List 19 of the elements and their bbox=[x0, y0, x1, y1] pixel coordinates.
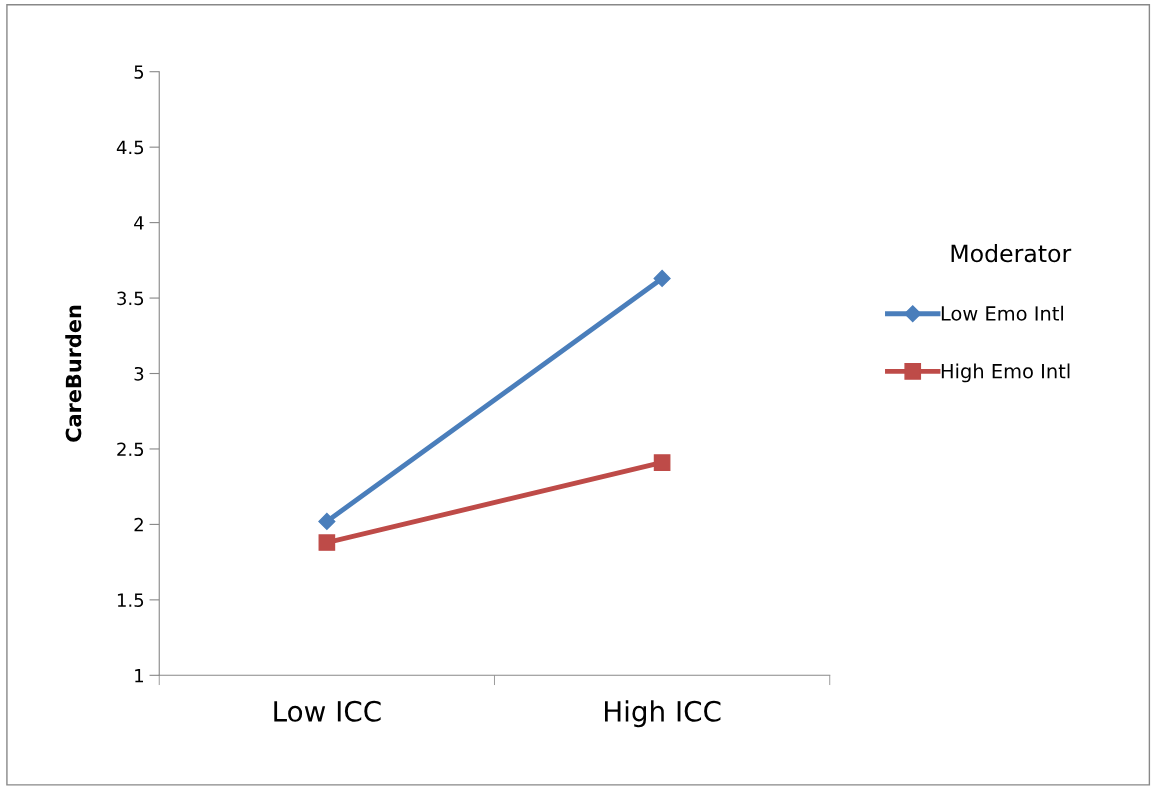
point bbox=[653, 269, 671, 287]
y-tick-label: 1.5 bbox=[117, 593, 144, 607]
legend-label: Low Emo Intl bbox=[941, 305, 1063, 321]
point bbox=[318, 512, 336, 530]
y-tick-label: 4 bbox=[134, 216, 144, 230]
x-tick-label: Low ICC bbox=[274, 700, 381, 722]
y-tick-label: 2.5 bbox=[117, 442, 144, 457]
legend-label: High Emo Intl bbox=[941, 363, 1070, 383]
y-tick-label: 3 bbox=[134, 366, 144, 381]
y-tick-label: 3.5 bbox=[117, 291, 144, 306]
y-tick-label: 1 bbox=[135, 669, 143, 683]
point bbox=[318, 534, 336, 551]
point bbox=[653, 454, 671, 471]
legend-title: Moderator bbox=[951, 244, 1072, 263]
y-axis-title: CareBurden bbox=[65, 305, 82, 442]
x-tick-label: High ICC bbox=[605, 700, 721, 728]
y-tick-label: 2 bbox=[134, 517, 143, 532]
y-tick-label: 5 bbox=[134, 65, 144, 79]
y-tick-label: 4.5 bbox=[116, 140, 144, 155]
